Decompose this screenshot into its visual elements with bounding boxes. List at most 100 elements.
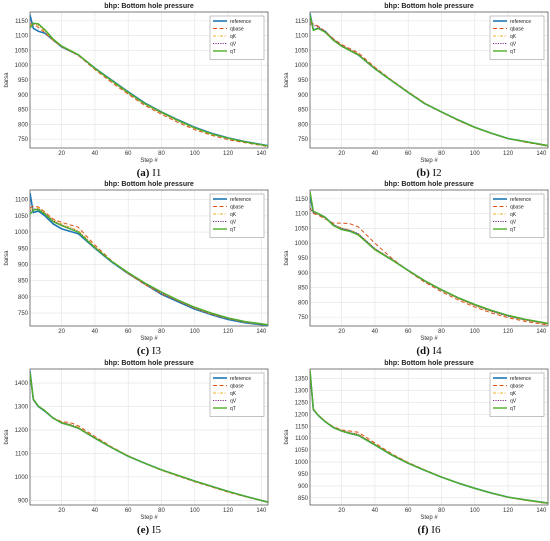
x-tick-label: 100	[190, 151, 201, 157]
caption-name: I4	[433, 345, 443, 357]
y-tick-label: 950	[298, 472, 309, 478]
legend-label: qK	[230, 212, 237, 218]
chart-panel-6: bhp: Bottom hole pressure 20 40 60 80 100 120 1…	[284, 360, 549, 536]
caption-label: (d)	[416, 345, 432, 357]
legend-label: qT	[510, 227, 516, 233]
x-axis-label: Step #	[420, 158, 438, 164]
legend-label: reference	[230, 197, 251, 203]
y-axis-label: barsa	[284, 72, 290, 88]
x-axis-label: Step #	[140, 158, 158, 164]
chart-title: bhp: Bottom hole pressure	[384, 360, 474, 367]
legend-label: qbase	[230, 204, 244, 210]
x-tick-label: 20	[338, 508, 345, 514]
y-tick-label: 1050	[295, 48, 309, 54]
legend-label: qT	[510, 49, 516, 55]
x-tick-label: 60	[405, 329, 412, 335]
x-axis-label: Step #	[420, 515, 438, 521]
series-line-qbase	[310, 207, 548, 326]
series-group	[310, 191, 548, 326]
x-axis-label: Step #	[420, 336, 438, 342]
x-tick-label: 100	[470, 151, 481, 157]
series-line-qT	[310, 191, 548, 325]
x-tick-label: 80	[438, 508, 445, 514]
y-tick-label: 1300	[295, 388, 309, 394]
y-tick-label: 950	[18, 78, 29, 84]
panel-caption: (e) I5	[137, 524, 162, 536]
plot-frame	[29, 368, 269, 506]
y-tick-label: 1150	[295, 197, 309, 203]
series-group	[30, 371, 268, 503]
caption-name: I5	[152, 524, 162, 536]
legend-label: qK	[510, 391, 517, 397]
x-tick-label: 100	[470, 329, 481, 335]
x-tick-label: 20	[58, 508, 65, 514]
caption-name: I6	[431, 524, 441, 536]
y-axis-label: barsa	[284, 250, 290, 266]
x-tick-label: 40	[92, 508, 99, 514]
x-tick-label: 60	[405, 508, 412, 514]
y-tick-label: 1000	[15, 475, 29, 481]
x-tick-label: 140	[536, 508, 547, 514]
series-group	[30, 14, 268, 148]
series-line-qbase	[30, 23, 268, 148]
legend-label: reference	[230, 19, 251, 25]
y-tick-label: 950	[18, 246, 29, 252]
legend-label: qV	[510, 219, 517, 225]
legend-box	[209, 372, 265, 417]
x-tick-label: 140	[536, 151, 547, 157]
chart-panel-3: bhp: Bottom hole pressure 20 40 60 80 100 120 1…	[4, 181, 269, 357]
y-tick-label: 1100	[15, 451, 29, 457]
legend-label: reference	[510, 19, 531, 25]
legend-label: qbase	[510, 383, 524, 389]
x-tick-label: 120	[223, 151, 234, 157]
y-axis-label: barsa	[4, 429, 10, 445]
x-tick-label: 20	[338, 329, 345, 335]
legend-label: reference	[510, 376, 531, 382]
x-tick-label: 20	[58, 151, 65, 157]
series-line-qT	[310, 14, 548, 147]
y-tick-label: 1100	[295, 436, 309, 442]
plot-frame	[309, 368, 549, 506]
x-tick-label: 40	[372, 329, 379, 335]
chart-panel-5: bhp: Bottom hole pressure 20 40 60 80 100 120 1…	[4, 360, 269, 536]
y-tick-label: 850	[298, 108, 309, 114]
legend-box	[209, 15, 265, 60]
x-axis-label: Step #	[140, 515, 158, 521]
caption-name: I2	[433, 167, 442, 179]
series-group	[310, 13, 548, 147]
x-tick-label: 120	[223, 329, 234, 335]
y-tick-label: 750	[18, 311, 29, 317]
y-tick-label: 900	[298, 484, 309, 490]
x-tick-label: 120	[503, 151, 514, 157]
y-tick-label: 900	[18, 262, 29, 268]
panel-caption: (f) I6	[418, 524, 441, 536]
y-tick-label: 1100	[15, 34, 29, 40]
series-line-qT	[30, 372, 268, 503]
y-tick-label: 1200	[295, 412, 309, 418]
chart-title: bhp: Bottom hole pressure	[104, 181, 194, 188]
y-tick-label: 750	[298, 137, 309, 143]
legend-label: qV	[230, 219, 237, 225]
panel-caption: (c) I3	[137, 345, 162, 357]
x-tick-label: 120	[223, 508, 234, 514]
x-tick-label: 80	[438, 151, 445, 157]
caption-name: I1	[152, 167, 161, 179]
y-tick-label: 850	[18, 108, 29, 114]
legend-label: qV	[230, 41, 237, 47]
y-tick-label: 750	[298, 315, 309, 321]
y-tick-label: 1150	[295, 424, 309, 430]
series-line-qT	[30, 208, 268, 326]
y-axis-label: barsa	[4, 72, 10, 88]
y-tick-label: 900	[298, 271, 309, 277]
y-tick-label: 1000	[295, 63, 309, 69]
y-tick-label: 800	[18, 295, 29, 301]
x-tick-label: 120	[503, 329, 514, 335]
x-tick-label: 100	[190, 508, 201, 514]
chart-title: bhp: Bottom hole pressure	[384, 3, 474, 10]
x-tick-label: 60	[125, 329, 132, 335]
series-line-qT	[30, 22, 268, 147]
y-tick-label: 800	[18, 122, 29, 128]
